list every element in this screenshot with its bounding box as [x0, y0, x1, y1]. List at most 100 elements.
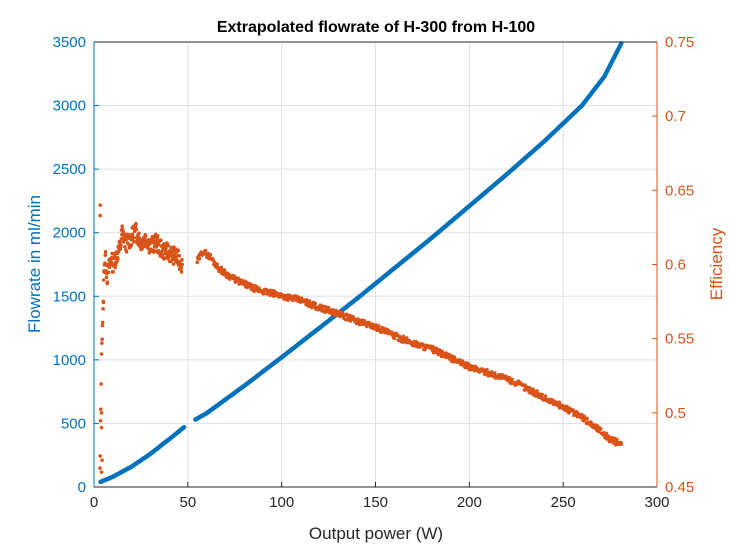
efficiency-point	[116, 249, 121, 254]
efficiency-outlier-point	[100, 458, 104, 463]
x-tick-label: 300	[644, 494, 669, 511]
efficiency-point	[101, 307, 105, 311]
efficiency-point	[119, 243, 123, 247]
efficiency-point	[100, 341, 104, 345]
efficiency-point	[166, 243, 171, 248]
efficiency-point	[98, 418, 103, 423]
efficiency-point	[107, 265, 112, 270]
efficiency-point	[557, 400, 561, 404]
efficiency-point	[159, 238, 163, 243]
efficiency-point	[101, 299, 106, 304]
efficiency-point	[540, 392, 544, 397]
efficiency-point	[116, 257, 120, 261]
y-left-tick-label: 2500	[53, 161, 86, 178]
efficiency-point	[392, 336, 397, 341]
y-left-tick-label: 3000	[53, 98, 86, 115]
efficiency-point	[180, 262, 185, 267]
efficiency-point	[421, 342, 426, 347]
x-tick-label: 200	[457, 494, 482, 511]
efficiency-point	[100, 337, 104, 342]
efficiency-point	[543, 394, 548, 398]
efficiency-point	[208, 253, 213, 257]
efficiency-point	[129, 243, 134, 247]
efficiency-point	[106, 270, 111, 275]
efficiency-point	[101, 278, 106, 282]
efficiency-point	[113, 255, 117, 259]
y-left-tick-label: 2000	[53, 225, 86, 242]
efficiency-point	[105, 280, 110, 284]
efficiency-point	[98, 454, 102, 458]
efficiency-point	[177, 253, 182, 258]
efficiency-point	[217, 269, 222, 274]
y-axis-label-left: Flowrate in ml/min	[25, 195, 44, 333]
efficiency-point	[98, 466, 102, 470]
efficiency-point	[118, 240, 122, 244]
efficiency-point	[121, 239, 126, 244]
efficiency-point	[195, 260, 200, 265]
y-right-tick-label: 0.7	[665, 108, 686, 125]
efficiency-point	[103, 250, 108, 254]
efficiency-point	[103, 253, 108, 258]
y-right-tick-label: 0.75	[665, 34, 694, 51]
efficiency-point	[615, 437, 619, 442]
efficiency-point	[598, 426, 603, 431]
efficiency-point	[180, 258, 184, 262]
efficiency-point	[619, 442, 624, 446]
efficiency-outlier-point	[99, 411, 104, 415]
efficiency-point	[130, 232, 135, 237]
efficiency-point	[131, 236, 136, 240]
efficiency-point	[286, 298, 290, 302]
efficiency-point	[215, 262, 220, 266]
x-tick-label: 0	[90, 494, 98, 511]
tick-labels: 0 50 100 150 200 250 3000500100015002000250030…	[53, 34, 695, 511]
x-tick-label: 150	[363, 494, 388, 511]
efficiency-point	[154, 245, 159, 249]
efficiency-point	[100, 320, 105, 325]
efficiency-point	[565, 404, 569, 409]
efficiency-point	[340, 310, 345, 315]
efficiency-point	[163, 249, 168, 254]
efficiency-point	[535, 389, 539, 393]
y-left-tick-label: 1500	[53, 288, 86, 305]
efficiency-series	[98, 203, 624, 474]
efficiency-outlier-point	[98, 213, 102, 218]
efficiency-point	[98, 407, 103, 412]
efficiency-point	[483, 372, 488, 376]
efficiency-point	[156, 248, 161, 253]
efficiency-point	[100, 323, 105, 328]
efficiency-point	[160, 253, 165, 258]
x-tick-label: 250	[551, 494, 576, 511]
efficiency-point	[585, 416, 589, 421]
efficiency-point	[377, 324, 381, 328]
efficiency-point	[111, 270, 115, 274]
efficiency-point	[489, 370, 494, 374]
efficiency-point	[313, 301, 318, 306]
efficiency-point	[134, 221, 138, 226]
y-right-tick-label: 0.45	[665, 479, 694, 496]
y-right-tick-label: 0.6	[665, 257, 686, 274]
efficiency-outlier-point	[98, 203, 102, 207]
y-axis-label-right: Efficiency	[707, 227, 726, 300]
efficiency-point	[606, 434, 611, 438]
efficiency-point	[123, 245, 127, 249]
efficiency-point	[179, 270, 184, 274]
efficiency-point	[120, 224, 124, 228]
flowrate-series	[98, 41, 624, 485]
efficiency-point	[510, 377, 514, 382]
flowrate-point	[181, 425, 187, 430]
y-left-tick-label: 1000	[53, 352, 86, 369]
efficiency-point	[171, 262, 176, 266]
y-left-tick-label: 3500	[53, 34, 86, 51]
efficiency-point	[275, 291, 280, 296]
efficiency-point	[104, 275, 109, 280]
efficiency-point	[137, 231, 141, 236]
efficiency-point	[203, 249, 208, 253]
chart-title: Extrapolated flowrate of H-300 from H-10…	[217, 19, 535, 36]
efficiency-point	[134, 227, 139, 232]
efficiency-point	[124, 250, 129, 254]
efficiency-point	[109, 260, 114, 264]
efficiency-point	[164, 246, 168, 251]
efficiency-point	[197, 256, 202, 261]
x-tick-label: 100	[269, 494, 294, 511]
